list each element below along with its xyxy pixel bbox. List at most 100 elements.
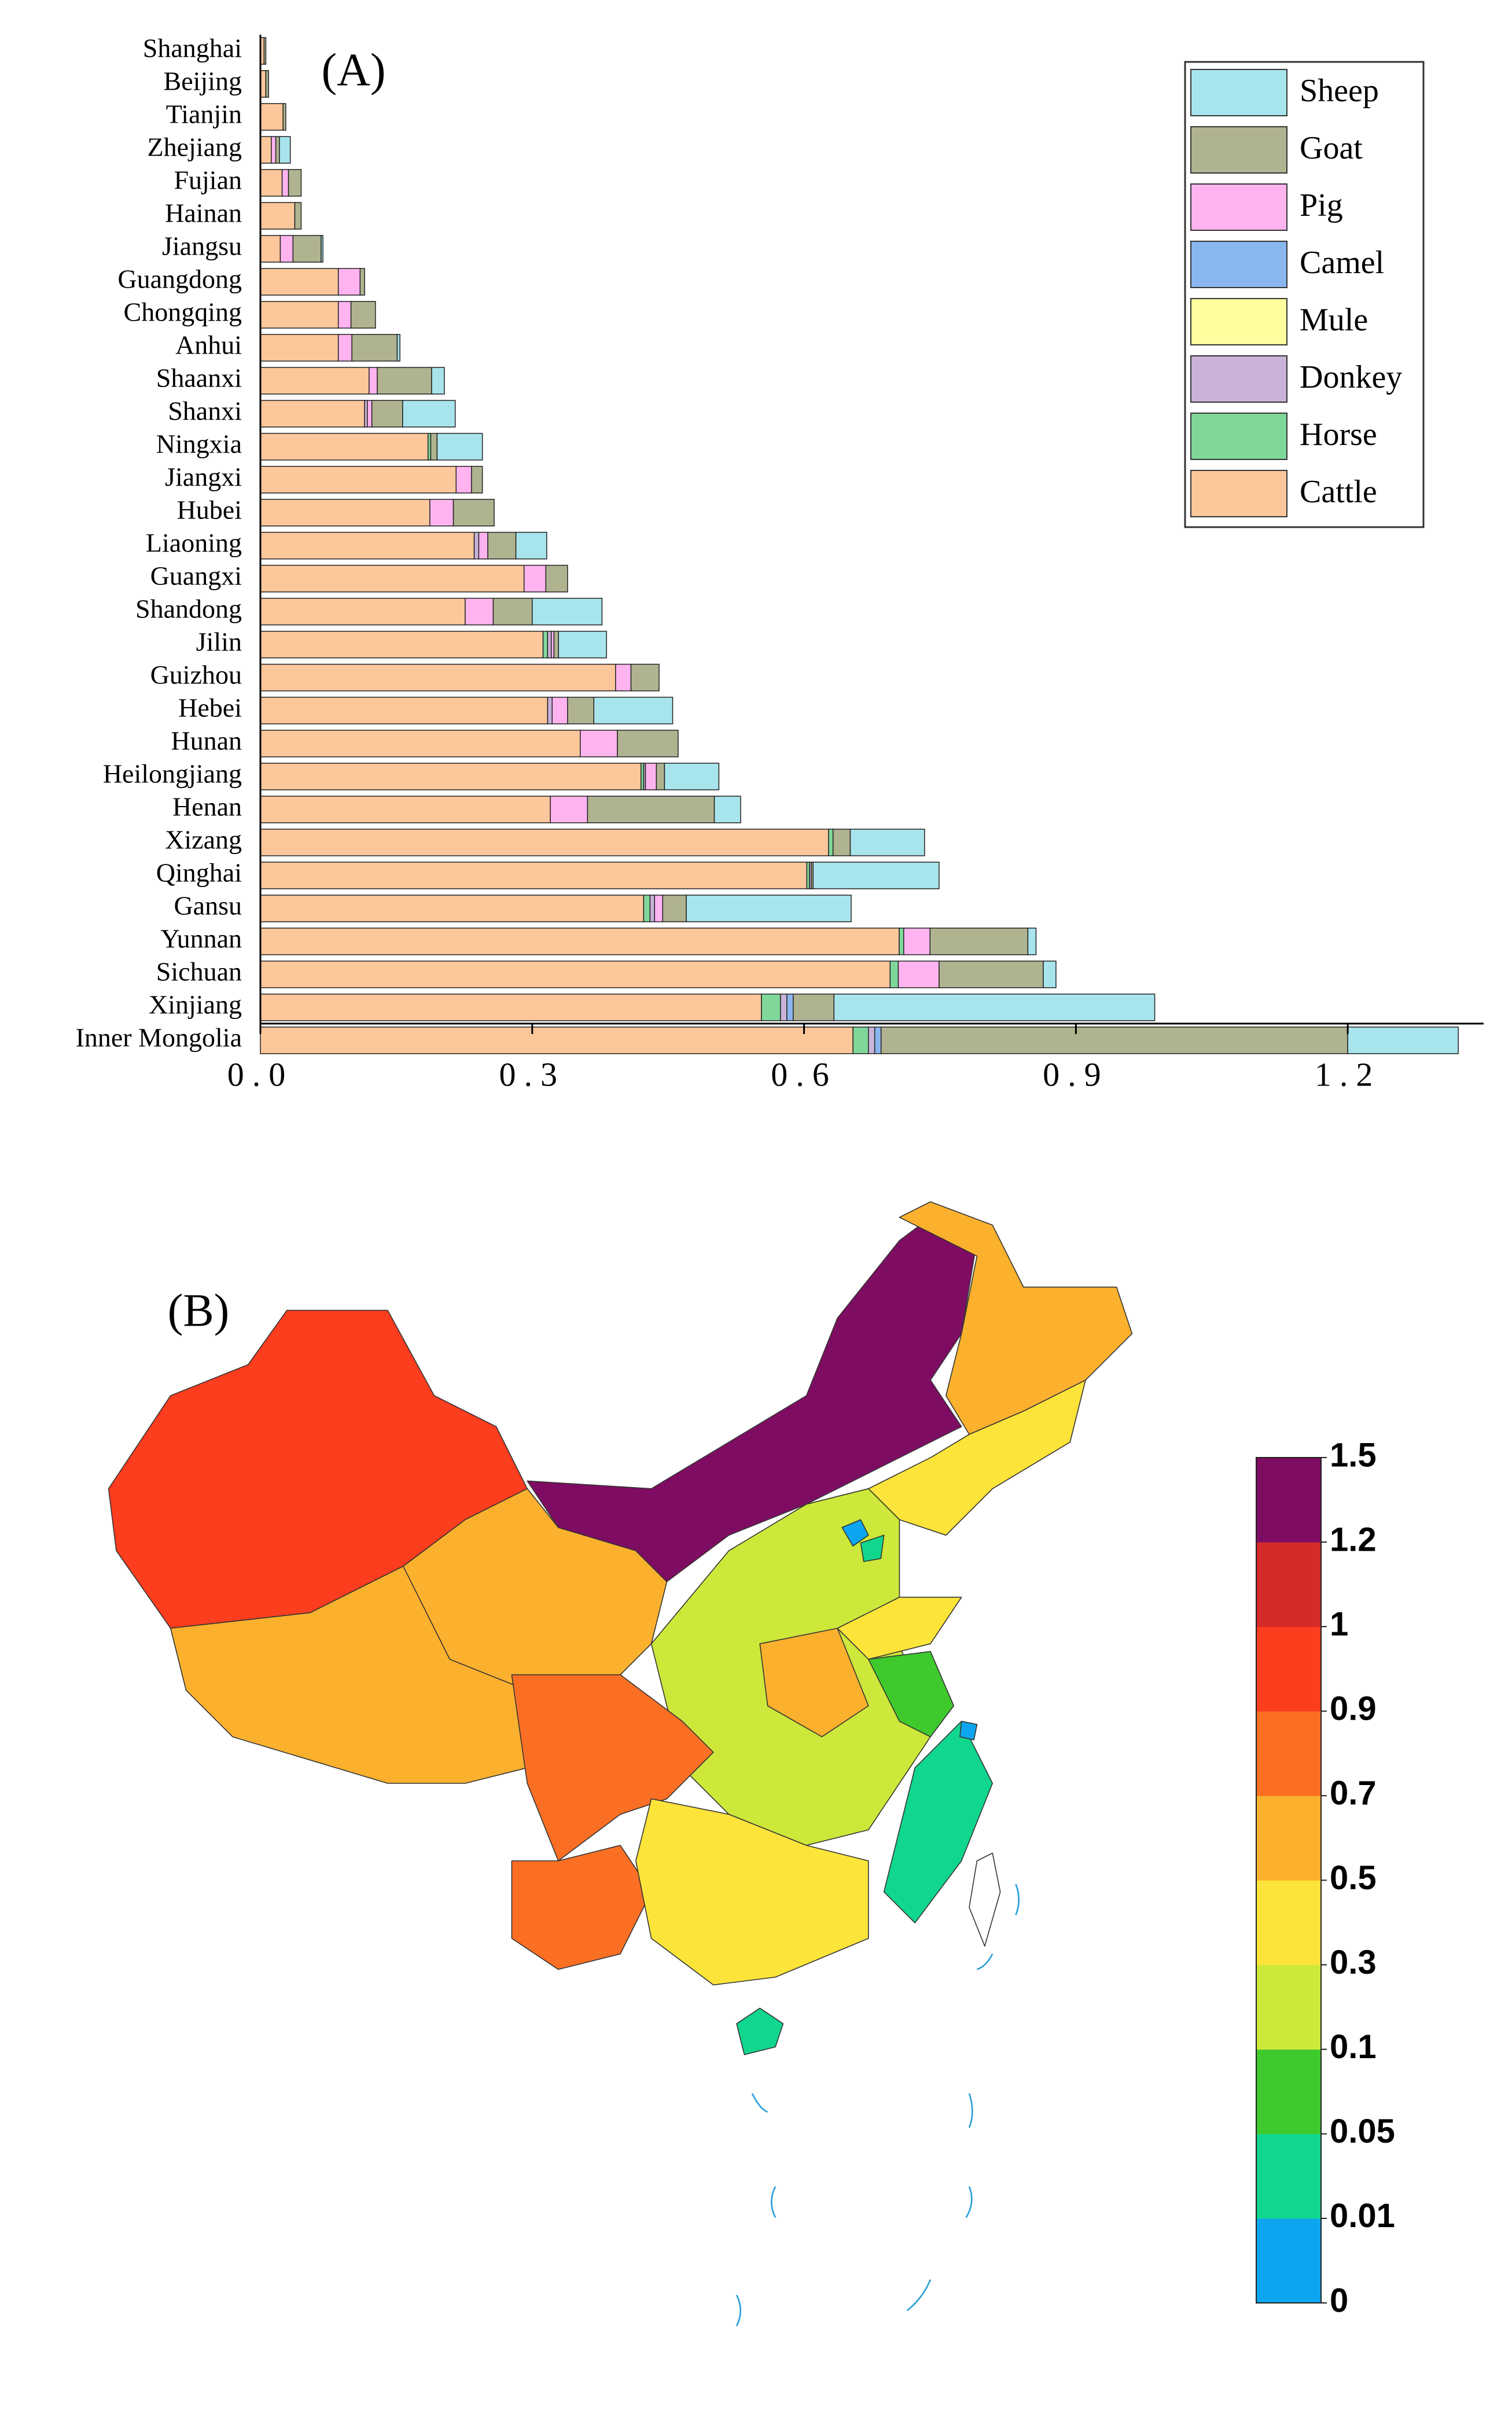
bar-segment — [654, 895, 664, 922]
bar-segment — [686, 895, 852, 922]
bar-segment — [260, 862, 808, 889]
bar-segment — [812, 862, 940, 889]
bar-segment — [793, 993, 834, 1021]
legend-label: Goat — [1300, 130, 1363, 166]
bar-segment — [492, 598, 533, 625]
bar-segment — [455, 466, 472, 494]
bar-segment — [275, 136, 280, 164]
bar-segment — [874, 1026, 882, 1054]
bar-segment — [260, 598, 466, 625]
bar-segment — [260, 664, 616, 691]
bar-segment — [567, 697, 595, 724]
bar-segment — [260, 829, 829, 856]
bar-segment — [260, 961, 891, 988]
colorbar-band — [1256, 2133, 1321, 2219]
province-region — [959, 1720, 978, 1740]
colorbar-tick-label: 0.9 — [1330, 1690, 1377, 1728]
y-tick-label: Sichuan — [156, 957, 242, 987]
sea-boundary — [735, 1883, 1020, 2327]
bar-segment — [550, 796, 588, 823]
bar-segment — [292, 235, 322, 263]
bar-segment — [532, 598, 603, 625]
bar-segment — [630, 664, 660, 691]
bar-segment — [939, 961, 1044, 988]
bar-segment — [431, 367, 445, 395]
y-tick-label: Hunan — [171, 726, 242, 756]
province-region — [867, 1651, 955, 1738]
bar-segment — [453, 499, 495, 527]
y-tick-label: Shaanxi — [156, 363, 242, 393]
bar-segment — [833, 993, 1156, 1021]
bar-segment — [402, 400, 456, 428]
bar-segment — [337, 268, 361, 296]
bar-segment — [542, 631, 549, 658]
panel-label: (B) — [168, 1285, 230, 1336]
bar-segment — [260, 136, 272, 164]
bar-segment — [558, 631, 607, 658]
province-region — [867, 1379, 1086, 1536]
bar-segment — [281, 169, 289, 197]
y-tick-label: Xizang — [165, 825, 242, 855]
bar-segment — [396, 334, 400, 362]
map — [108, 1201, 1133, 2327]
legend-label: Camel — [1300, 245, 1384, 281]
bar-segment — [780, 993, 788, 1021]
bar-segment — [260, 532, 475, 560]
bar-segment — [367, 400, 373, 428]
x-tick-label: 0.6 — [771, 1055, 837, 1093]
bar-segment — [260, 895, 645, 922]
colorbar-tick-label: 0.01 — [1330, 2197, 1395, 2235]
bar-segment — [547, 631, 552, 658]
y-tick-label: Chongqing — [124, 297, 242, 327]
colorbar-band — [1256, 2049, 1321, 2135]
y-tick-label: Yunnan — [160, 924, 242, 954]
panel-label: (A) — [321, 45, 385, 95]
bar-segment — [260, 1026, 854, 1054]
bar-segment — [260, 730, 581, 757]
province-region — [837, 1596, 962, 1660]
y-tick-label: Zhejiang — [148, 133, 242, 162]
legend-label: Cattle — [1300, 474, 1377, 510]
y-tick-label: Shanxi — [168, 396, 242, 426]
bar-segment — [350, 301, 376, 329]
y-tick-label: Guangdong — [117, 264, 242, 294]
bar-segment — [1043, 961, 1057, 988]
colorbar-band — [1256, 1880, 1321, 1966]
bar-segment — [645, 763, 657, 790]
bar-segment — [271, 136, 277, 164]
bar-segment — [260, 367, 370, 395]
colorbar-tick-label: 0.3 — [1330, 1944, 1377, 1981]
bar-segment — [260, 235, 281, 263]
y-tick-label: Hebei — [178, 693, 242, 723]
bar-segment — [761, 993, 781, 1021]
y-tick-label: Hubei — [177, 495, 242, 525]
bar-segment — [260, 202, 296, 230]
province-region — [527, 1216, 978, 1583]
bar-segment — [260, 565, 525, 593]
legend-label: Horse — [1300, 417, 1377, 452]
colorbar-band — [1256, 1964, 1321, 2050]
bar-segment — [551, 697, 568, 724]
bar-segment — [547, 697, 553, 724]
province-region — [883, 1720, 994, 1924]
colorbar-band — [1256, 2218, 1321, 2303]
colorbar-band — [1256, 1627, 1321, 1712]
colorbar-tick-label: 0 — [1330, 2282, 1348, 2319]
y-tick-label: Guangxi — [150, 561, 242, 591]
bar-segment — [279, 235, 294, 263]
y-tick-label: Ningxia — [156, 429, 242, 459]
province-region — [841, 1519, 869, 1547]
bar-segment — [473, 532, 480, 560]
bar-segment — [260, 993, 762, 1021]
bar-segment — [880, 1026, 1348, 1054]
bar-segment — [832, 829, 851, 856]
legend-swatch — [1190, 355, 1287, 403]
bar-segment — [487, 532, 517, 560]
bar-segment — [664, 763, 720, 790]
bar-segment — [279, 136, 291, 164]
legend-swatch — [1190, 413, 1287, 460]
bar-segment — [553, 631, 559, 658]
province-region — [511, 1674, 714, 1861]
bar-segment — [523, 565, 547, 593]
bar-segment — [515, 532, 547, 560]
